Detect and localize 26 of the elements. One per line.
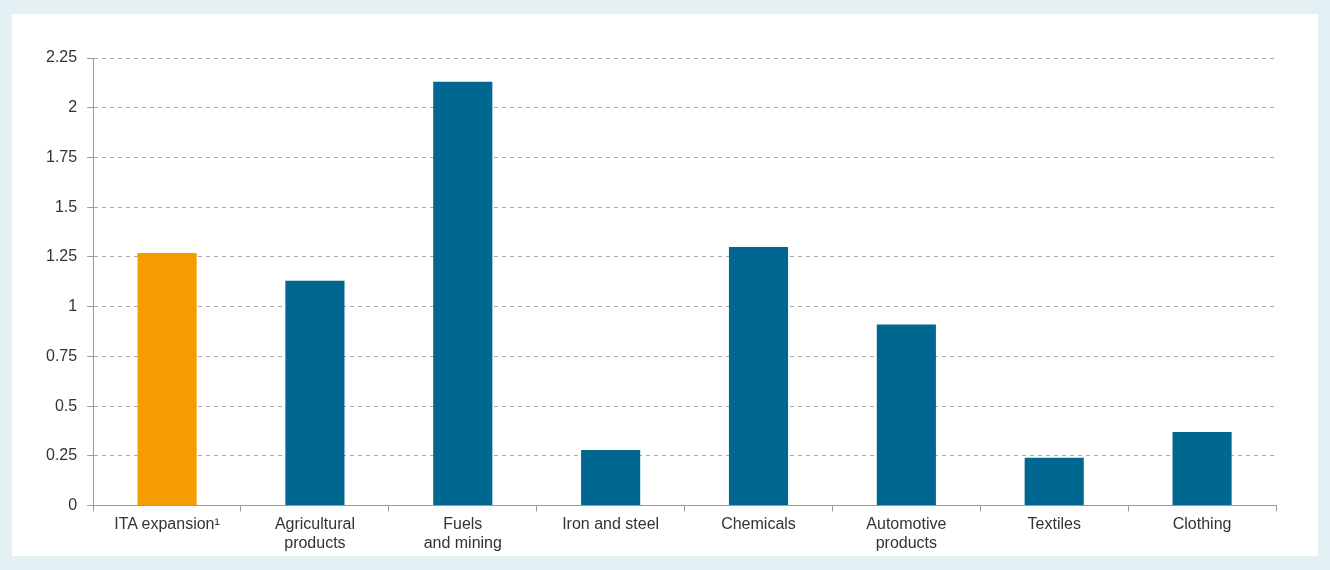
y-tick-label: 1.25 (46, 247, 78, 265)
y-tick-label: 2.25 (46, 48, 78, 66)
x-tick-label: ITA expansion¹ (114, 514, 220, 532)
bar (728, 246, 789, 506)
x-tick-label: Clothing (1172, 514, 1232, 532)
bar (433, 81, 493, 506)
x-tick-label: Chemicals (721, 514, 796, 532)
bar (285, 280, 345, 506)
bar (876, 324, 936, 506)
y-tick-label: 1.5 (54, 197, 78, 215)
x-tick-label: Textiles (1027, 514, 1081, 532)
bar (1172, 432, 1232, 506)
y-tick-label: 0.75 (46, 346, 78, 364)
y-tick-label: 0 (68, 496, 78, 514)
y-tick-label: 2 (68, 98, 78, 116)
bar (137, 252, 197, 506)
y-tick-label: 1 (68, 297, 78, 315)
x-tick-label: Automotive products (866, 514, 947, 551)
x-tick-label: Iron and steel (562, 514, 660, 532)
x-tick-label: Agricultural products (274, 514, 355, 551)
bar (1024, 457, 1084, 506)
y-tick-label: 0.25 (46, 446, 78, 464)
y-tick-label: 0.5 (54, 396, 78, 414)
x-tick-label: Fuels and mining (423, 514, 502, 551)
bar (581, 449, 641, 506)
y-tick-label: 1.75 (46, 147, 78, 165)
